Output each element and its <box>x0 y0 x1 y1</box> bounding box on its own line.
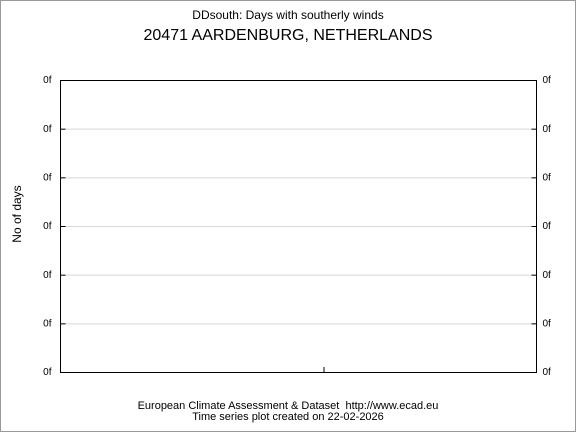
y-tick-label: 0f <box>43 318 52 329</box>
footer-source: European Climate Assessment & Dataset ht… <box>138 400 439 412</box>
y-tick-label-right: 0f <box>543 367 552 378</box>
y-tick-label: 0f <box>43 367 52 378</box>
y-tick-label-right: 0f <box>543 172 552 183</box>
y-tick-label-right: 0f <box>543 75 552 86</box>
chart-title: DDsouth: Days with southerly winds <box>192 8 383 22</box>
y-tick-label: 0f <box>43 270 52 281</box>
y-tick-label: 0f <box>43 172 52 183</box>
y-tick-label-right: 0f <box>543 221 552 232</box>
y-tick-label-right: 0f <box>543 318 552 329</box>
footer-date: Time series plot created on 22-02-2026 <box>192 411 384 423</box>
y-tick-label-right: 0f <box>543 270 552 281</box>
plot-border <box>60 80 537 373</box>
y-tick-label: 0f <box>43 124 52 135</box>
y-tick-label: 0f <box>43 75 52 86</box>
y-axis-label: No of days <box>10 185 24 242</box>
y-tick-label-right: 0f <box>543 124 552 135</box>
y-tick-label: 0f <box>43 221 52 232</box>
chart-subtitle: 20471 AARDENBURG, NETHERLANDS <box>144 27 433 44</box>
